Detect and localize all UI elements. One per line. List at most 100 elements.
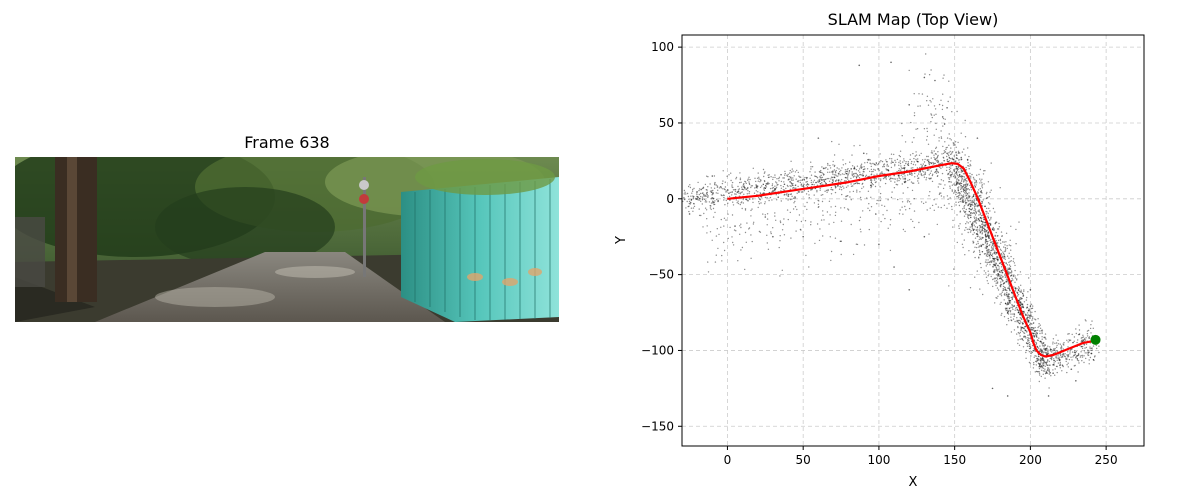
map-point: [975, 212, 977, 214]
map-point: [741, 186, 743, 188]
map-point: [1010, 280, 1013, 282]
map-point: [1010, 319, 1013, 322]
map-point: [789, 198, 792, 201]
map-point: [712, 192, 714, 194]
map-point: [982, 293, 984, 296]
map-point: [830, 259, 832, 262]
map-point: [1080, 355, 1082, 357]
map-point: [921, 174, 923, 177]
map-point: [1011, 271, 1013, 273]
map-point: [1080, 345, 1083, 348]
map-point: [683, 193, 685, 195]
map-point: [904, 167, 906, 169]
map-point: [1002, 289, 1004, 292]
map-point: [957, 190, 960, 192]
map-point: [1029, 311, 1032, 313]
y-tick-label: 50: [659, 116, 674, 130]
map-point: [989, 261, 991, 264]
map-point: [937, 175, 939, 177]
map-point: [1011, 304, 1013, 306]
map-point: [1018, 333, 1020, 335]
map-point: [732, 201, 734, 203]
map-point: [1025, 299, 1028, 301]
map-point: [953, 169, 956, 171]
map-point: [964, 178, 966, 180]
map-point: [707, 261, 709, 263]
map-point: [978, 245, 981, 247]
map-point: [962, 199, 964, 201]
map-point: [822, 210, 824, 212]
map-point: [970, 209, 972, 211]
map-point: [770, 176, 772, 178]
map-point: [894, 165, 896, 167]
map-point: [1081, 341, 1083, 343]
map-point: [1034, 318, 1036, 320]
map-point: [891, 158, 893, 160]
map-point: [1076, 359, 1079, 361]
map-point: [712, 189, 714, 192]
map-point: [911, 189, 914, 192]
map-point: [970, 203, 973, 206]
map-point: [1023, 332, 1026, 334]
map-point: [972, 204, 974, 206]
camera-frame-photo: [15, 157, 559, 322]
map-point: [882, 214, 884, 216]
map-point: [750, 215, 752, 217]
map-point: [869, 162, 871, 164]
map-point: [1022, 330, 1024, 333]
map-point: [963, 189, 965, 191]
map-point: [744, 180, 746, 183]
map-point: [1005, 281, 1007, 283]
map-point: [972, 223, 974, 225]
map-point: [928, 178, 931, 180]
map-point: [1015, 307, 1017, 309]
map-point: [788, 176, 790, 178]
map-point: [974, 221, 976, 223]
map-point: [712, 202, 714, 204]
map-point: [979, 232, 981, 234]
map-point: [949, 171, 951, 173]
map-point: [1044, 372, 1047, 375]
map-point: [905, 161, 907, 163]
map-point: [863, 166, 865, 168]
map-point: [757, 185, 759, 187]
map-point: [927, 161, 930, 163]
map-point: [793, 175, 795, 177]
map-point: [845, 198, 847, 201]
map-point: [982, 243, 985, 246]
map-point: [921, 170, 924, 172]
map-point: [910, 218, 912, 221]
map-point: [780, 174, 782, 176]
map-point: [1028, 334, 1031, 336]
map-point: [999, 239, 1002, 242]
map-point: [995, 282, 997, 284]
map-point: [1003, 282, 1005, 284]
map-point: [943, 196, 945, 198]
map-point: [688, 210, 690, 213]
map-point: [987, 181, 990, 183]
map-point: [971, 173, 973, 176]
map-point: [965, 202, 967, 204]
map-point: [993, 258, 995, 260]
map-point: [957, 166, 960, 168]
map-point: [924, 173, 926, 175]
map-point: [1073, 340, 1075, 342]
map-point: [1088, 337, 1091, 339]
map-point: [986, 232, 989, 234]
map-point: [726, 189, 729, 191]
map-point: [780, 200, 782, 202]
map-point: [702, 186, 705, 188]
map-point: [767, 248, 770, 250]
map-point: [937, 151, 939, 153]
map-point: [1073, 351, 1076, 353]
map-point: [1010, 306, 1012, 309]
map-point: [936, 175, 939, 177]
map-point: [904, 205, 906, 208]
map-point: [741, 188, 744, 191]
map-point: [845, 170, 848, 173]
map-point: [732, 244, 735, 246]
map-point: [1026, 320, 1028, 322]
map-point: [1017, 289, 1020, 292]
map-point: [959, 182, 961, 184]
map-point: [968, 211, 971, 213]
